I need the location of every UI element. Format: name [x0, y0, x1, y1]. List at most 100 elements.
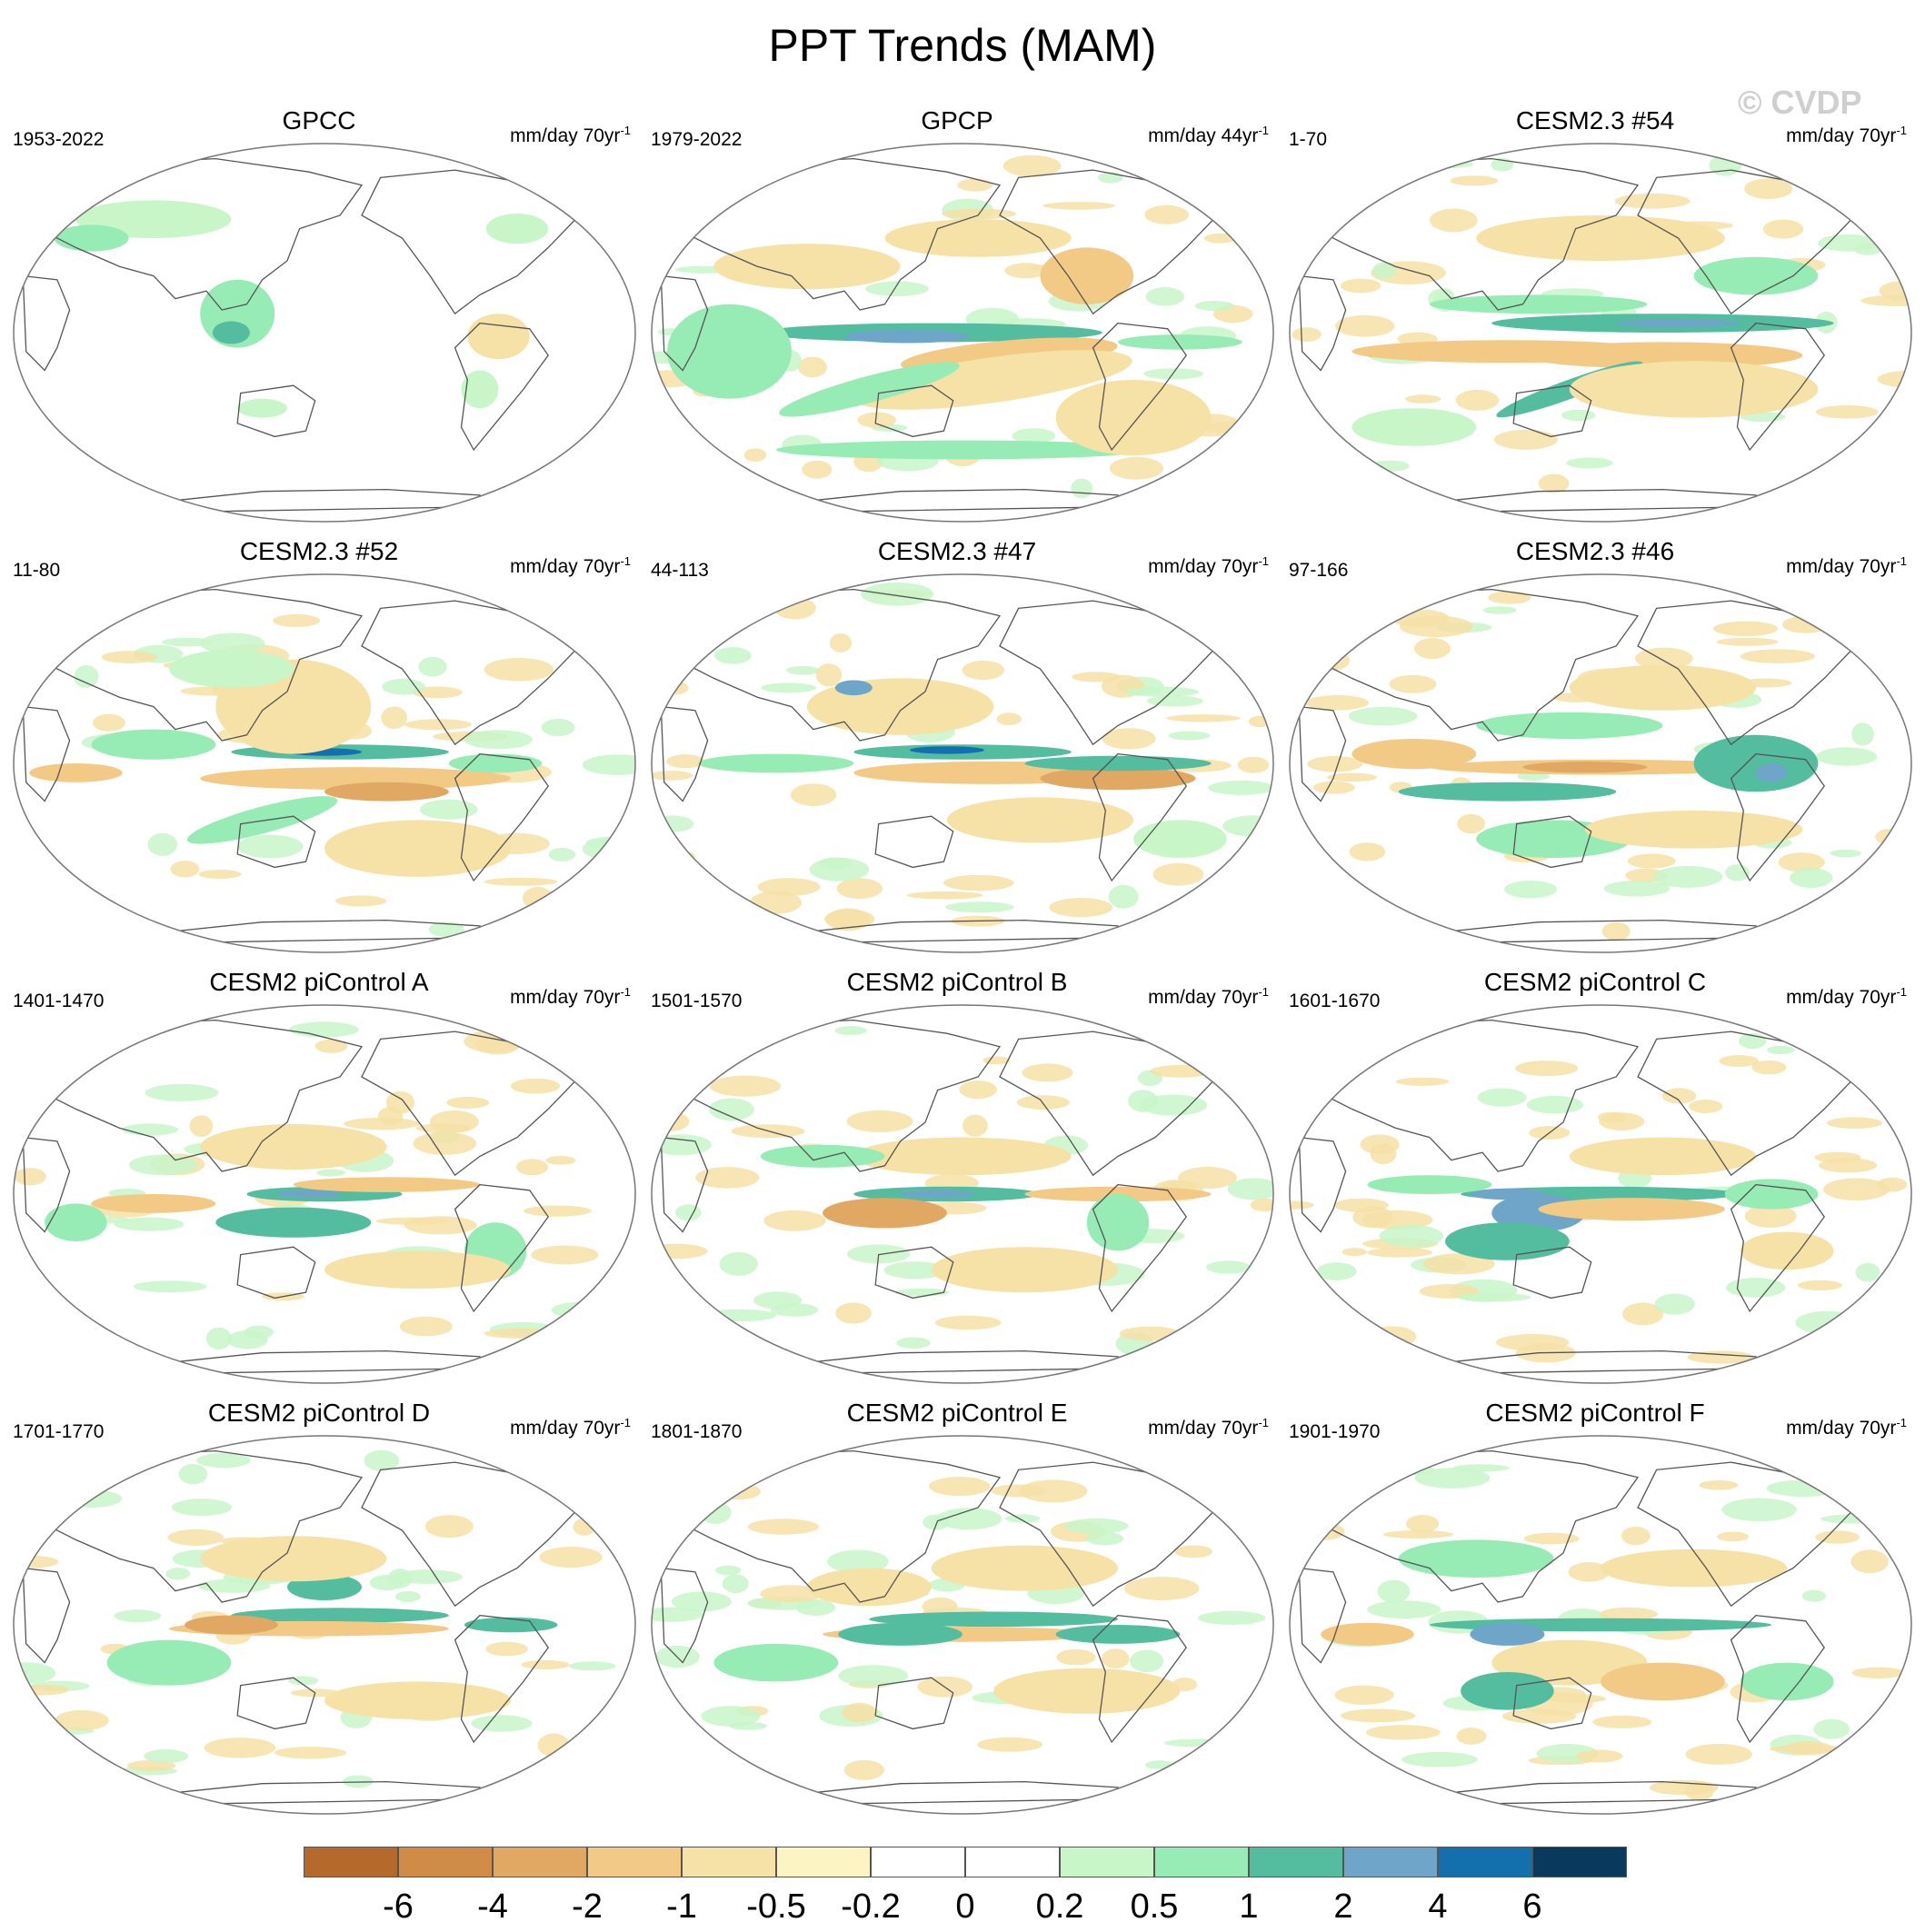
map-border — [13, 573, 636, 953]
anomaly-patch — [1012, 428, 1056, 443]
anomaly-patch — [1538, 1198, 1725, 1221]
anomaly-patch — [959, 1081, 998, 1100]
anomaly-patch — [931, 1247, 1118, 1293]
anomaly-patch — [418, 656, 447, 677]
anomaly-patch — [652, 1243, 708, 1260]
anomaly-patch — [1816, 747, 1878, 766]
anomaly-patch — [653, 815, 694, 832]
panel-units: mm/day 70yr-1 — [1786, 985, 1907, 1009]
anomaly-patch — [1367, 1175, 1492, 1194]
colorbar-box — [398, 1847, 493, 1877]
anomaly-patch — [1790, 868, 1833, 888]
anomaly-patch — [1168, 731, 1211, 741]
anomaly-patch — [1576, 1749, 1623, 1763]
anomaly-patch — [1661, 1088, 1697, 1104]
anomaly-patch — [1798, 1280, 1842, 1290]
anomaly-patch — [1144, 204, 1189, 224]
anomaly-patch — [957, 178, 993, 192]
anomaly-patch — [1395, 1077, 1450, 1086]
anomaly-patch — [167, 1529, 224, 1546]
anomaly-patch — [1056, 1648, 1096, 1666]
coastline — [515, 1444, 574, 1479]
anomaly-patch — [582, 754, 635, 775]
anomaly-patch — [106, 1639, 232, 1686]
map-panel: GPCC 1953-2022 mm/day 70yr-1 — [0, 105, 638, 533]
anomaly-patch — [364, 1449, 400, 1471]
anomaly-patch — [1455, 389, 1500, 411]
anomaly-patch — [838, 1665, 908, 1687]
anomaly-patch — [1205, 1260, 1252, 1274]
anomaly-patch — [982, 1056, 1011, 1065]
anomaly-patch — [1445, 1222, 1570, 1260]
panel-units: mm/day 44yr-1 — [1148, 124, 1269, 147]
anomaly-patch — [144, 1748, 189, 1764]
anomaly-patch — [1569, 1137, 1756, 1176]
anomaly-patch — [523, 1205, 592, 1217]
coastline — [22, 274, 71, 372]
coastline — [361, 169, 581, 315]
anomaly-patch — [484, 658, 554, 682]
anomaly-patch — [1197, 1610, 1266, 1625]
map-panel: GPCP 1979-2022 mm/day 44yr-1 — [638, 105, 1276, 533]
map-panel: CESM2.3 #52 11-80 mm/day 70yr-1 — [0, 536, 638, 963]
coastline — [1298, 705, 1347, 802]
coastline — [789, 488, 1136, 513]
panel-title: CESM2 piControl E — [846, 1399, 1068, 1427]
units-exponent: -1 — [620, 1416, 631, 1429]
anomaly-patch — [896, 1337, 931, 1349]
anomaly-patch — [1569, 664, 1756, 711]
units-text: mm/day 70yr — [1148, 556, 1259, 577]
map-plot — [1289, 1004, 1912, 1384]
colorbar-tick-label: -4 — [477, 1887, 508, 1926]
anomaly-patch — [1398, 1539, 1554, 1578]
anomaly-patch — [1429, 294, 1648, 314]
anomaly-patch — [1523, 1532, 1580, 1545]
anomaly-patch — [842, 1702, 877, 1723]
trend-field — [652, 1013, 1273, 1375]
anomaly-patch — [1614, 193, 1691, 209]
anomaly-patch — [1713, 621, 1779, 636]
coastline — [454, 322, 549, 452]
anomaly-patch — [1740, 1662, 1834, 1701]
trend-field — [1290, 1013, 1908, 1375]
anomaly-patch — [186, 796, 338, 844]
panel-title: GPCP — [921, 106, 993, 134]
anomaly-patch — [147, 832, 178, 856]
anomaly-patch — [200, 1536, 387, 1582]
coastline — [454, 752, 549, 882]
anomaly-patch — [1601, 1662, 1725, 1701]
anomaly-patch — [906, 891, 983, 900]
anomaly-patch — [1365, 1725, 1441, 1740]
anomaly-patch — [382, 678, 425, 695]
panel-units: mm/day 70yr-1 — [510, 124, 631, 147]
anomaly-patch — [853, 1137, 1072, 1176]
anomaly-patch — [962, 660, 1005, 681]
anomaly-patch — [485, 214, 549, 244]
coastline — [236, 815, 316, 869]
map-plot — [13, 1435, 636, 1815]
anomaly-patch — [464, 730, 533, 750]
anomaly-patch — [1416, 160, 1473, 169]
anomaly-patch — [714, 1565, 742, 1576]
anomaly-patch — [1227, 1178, 1273, 1200]
anomaly-patch — [54, 224, 129, 252]
anomaly-patch — [1470, 1622, 1545, 1646]
panel-units: mm/day 70yr-1 — [510, 1416, 631, 1439]
anomaly-patch — [197, 1578, 271, 1593]
map-border — [13, 1435, 636, 1815]
panel-title: CESM2 piControl A — [209, 968, 429, 996]
map-panel: CESM2.3 #46 97-166 mm/day 70yr-1 — [1276, 536, 1914, 963]
anomaly-patch — [977, 1737, 1043, 1752]
anomaly-patch — [114, 1609, 162, 1623]
anomaly-patch — [198, 870, 242, 879]
anomaly-patch — [169, 650, 294, 688]
anomaly-patch — [775, 440, 1150, 460]
anomaly-patch — [29, 763, 123, 782]
coastline — [236, 1677, 316, 1730]
anomaly-patch — [101, 651, 158, 663]
anomaly-patch — [1603, 880, 1671, 897]
trend-field — [22, 152, 581, 513]
anomaly-patch — [836, 878, 883, 899]
anomaly-patch — [1349, 842, 1386, 861]
anomaly-patch — [1123, 686, 1200, 697]
